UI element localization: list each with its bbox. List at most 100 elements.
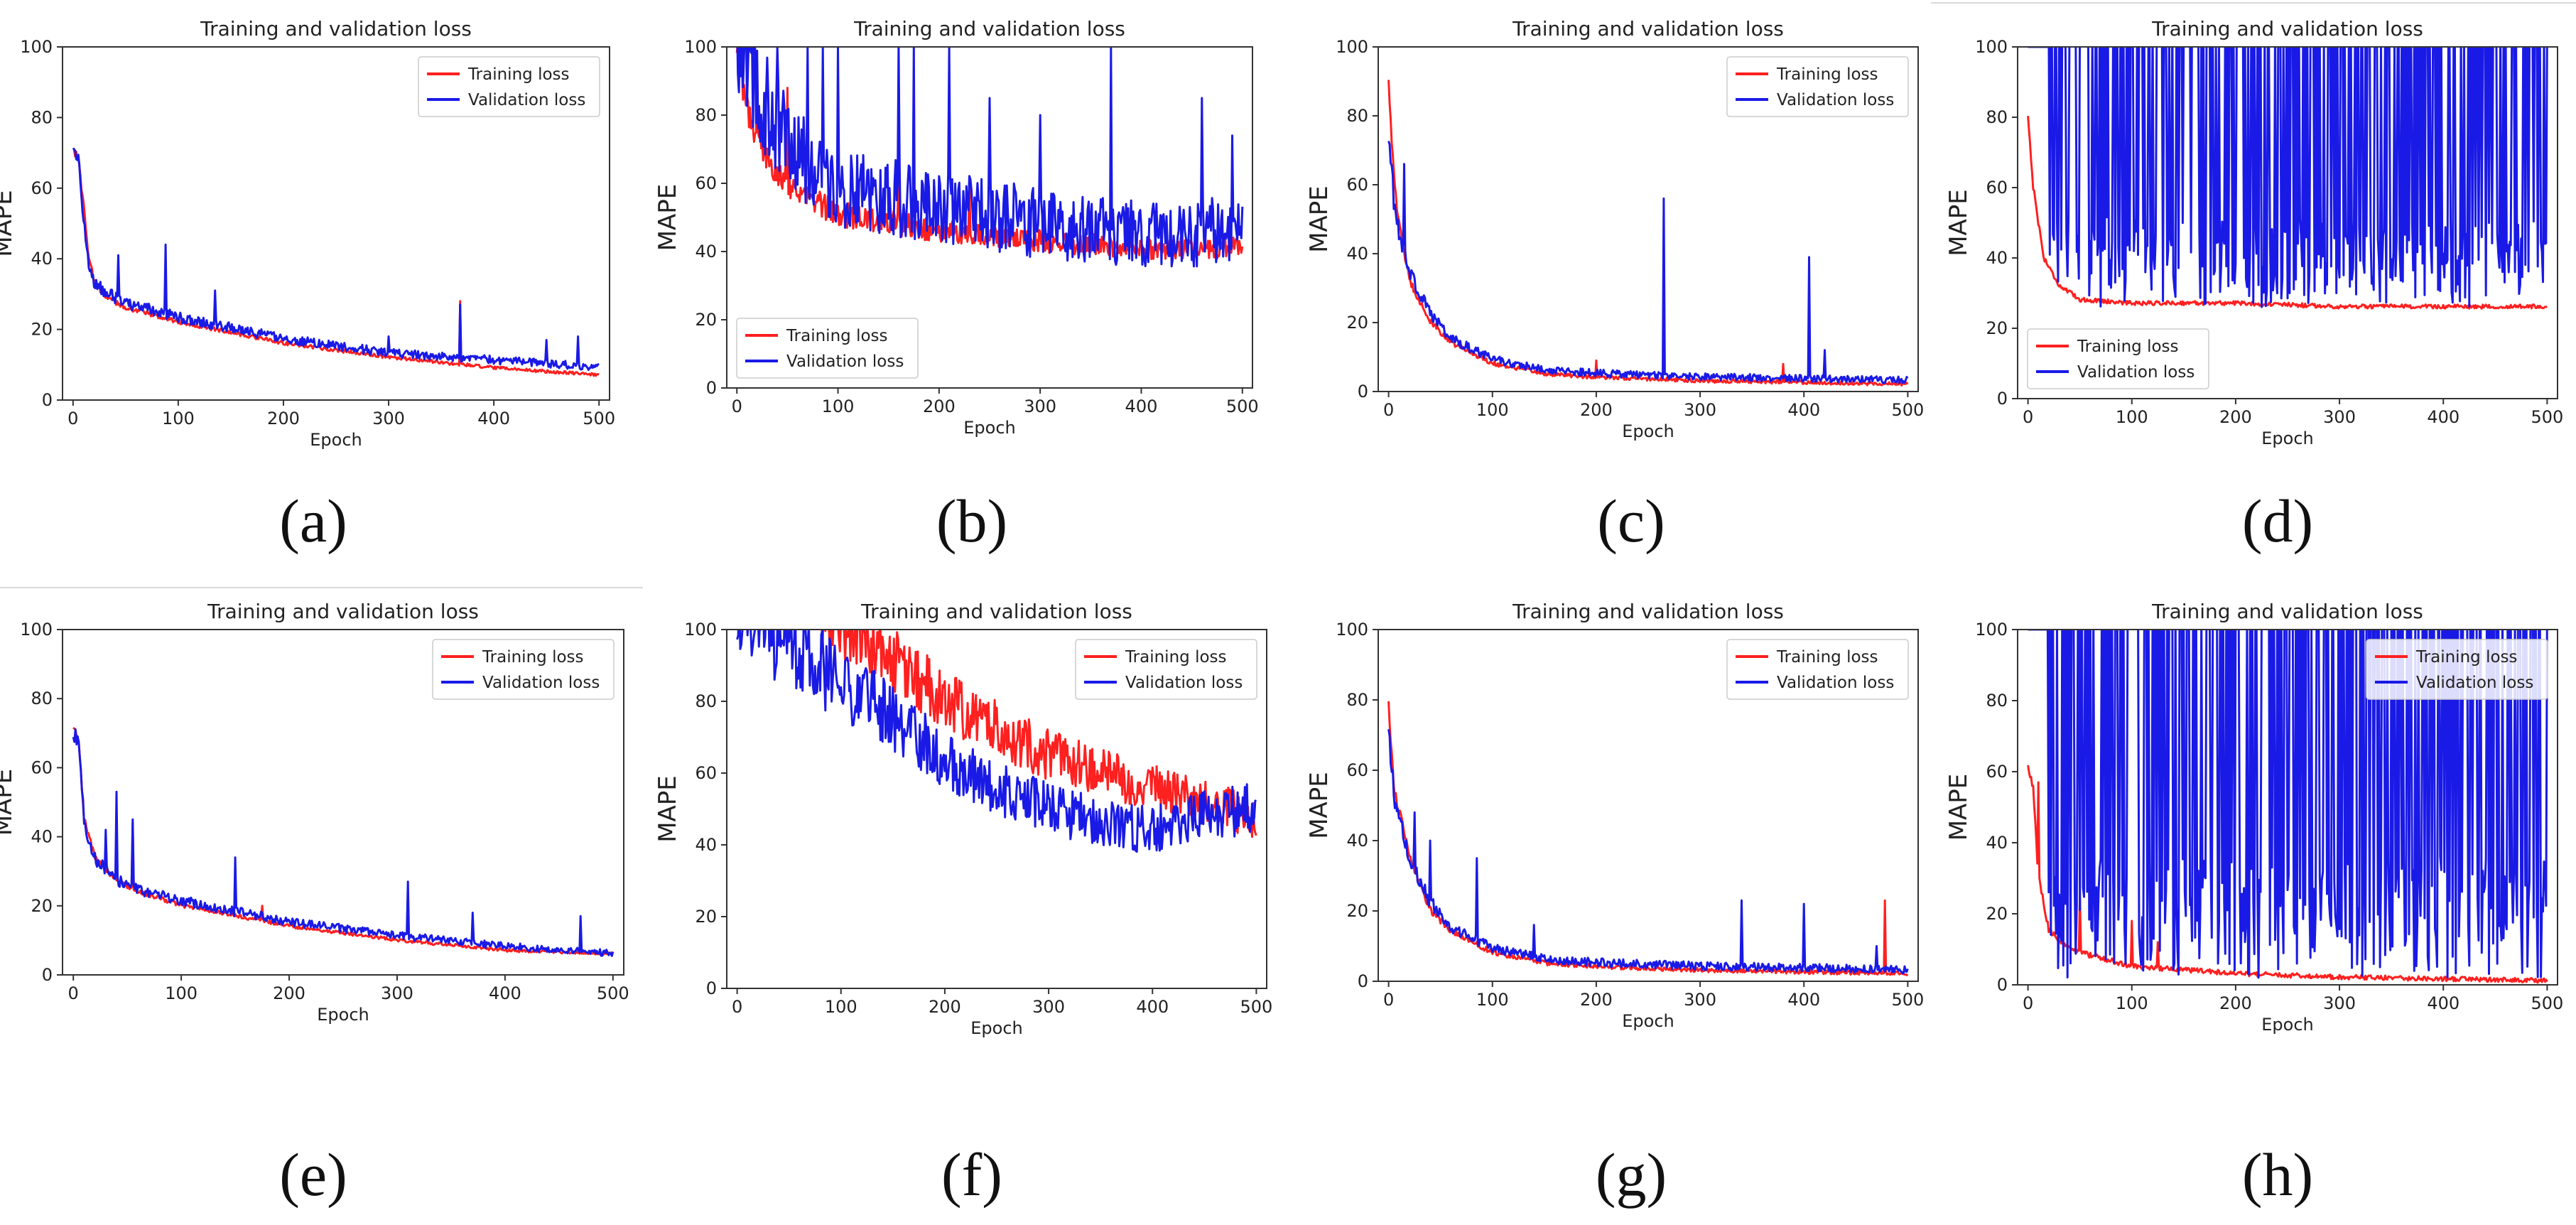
chart-e-xtick-label: 200: [273, 983, 305, 1003]
chart-g-ytick-label: 100: [1336, 620, 1368, 640]
chart-h-legend-box: [2366, 639, 2548, 700]
chart-b-ytick-label: 60: [695, 173, 717, 193]
chart-e-xlabel: Epoch: [317, 1005, 369, 1025]
chart-b-title: Training and validation loss: [853, 17, 1125, 41]
chart-g-ytick-label: 0: [1358, 971, 1368, 991]
chart-e-xtick-label: 100: [165, 983, 197, 1003]
chart-b-xtick-label: 300: [1024, 396, 1056, 416]
chart-b-series-validation: [736, 47, 1244, 268]
chart-d-xtick-label: 200: [2219, 407, 2252, 427]
chart-c-xtick-label: 0: [1383, 400, 1394, 420]
chart-b-legend: Training loss Validation loss: [736, 318, 919, 379]
chart-f-xtick-label: 0: [732, 997, 742, 1017]
chart-h-xtick-label: 500: [2531, 993, 2563, 1013]
chart-d-xtick-label: 400: [2427, 407, 2459, 427]
chart-a-ytick-label: 100: [20, 37, 53, 57]
chart-h-title: Training and validation loss: [2151, 600, 2423, 623]
chart-b-ytick-label: 0: [706, 378, 717, 398]
chart-e-xtick-label: 0: [68, 983, 79, 1003]
chart-f-legend-label-training: Training loss: [1125, 648, 1227, 667]
chart-a-title: Training and validation loss: [200, 17, 472, 41]
chart-g-legend-box: [1726, 639, 1909, 700]
chart-f-series-validation: [736, 630, 1257, 853]
chart-d-ytick-label: 40: [1986, 248, 2008, 268]
chart-h-xtick-label: 100: [2116, 993, 2148, 1013]
chart-c-legend: Training loss Validation loss: [1726, 56, 1909, 117]
chart-e-ytick-label: 100: [20, 620, 53, 640]
chart-c-xtick-label: 200: [1580, 400, 1613, 420]
chart-f-frame: [726, 629, 1267, 989]
chart-e-legend-box: [432, 639, 615, 700]
chart-f-ytick-label: 80: [695, 691, 717, 711]
chart-d-title: Training and validation loss: [2151, 17, 2423, 41]
chart-h-legend-label-validation: Validation loss: [2416, 674, 2533, 692]
chart-h-ytick-label: 100: [1975, 620, 2008, 640]
chart-f-legend: Training loss Validation loss: [1075, 639, 1257, 700]
chart-b-xtick-label: 0: [732, 396, 742, 416]
chart-d-xtick-label: 500: [2531, 407, 2563, 427]
chart-d-legend-label-validation: Validation loss: [2077, 363, 2195, 382]
chart-c-legend-box: [1726, 56, 1909, 117]
chart-b-xtick-label: 100: [822, 396, 855, 416]
row-divider: [0, 587, 643, 588]
panel-label-c: (c): [1597, 487, 1665, 555]
chart-h-ytick-label: 40: [1986, 833, 2008, 853]
chart-h-ylabel: MAPE: [1944, 774, 1973, 841]
chart-a-xtick-label: 400: [477, 409, 510, 428]
chart-d-xtick-label: 100: [2116, 407, 2148, 427]
chart-c-xtick-label: 400: [1787, 400, 1820, 420]
chart-c-ytick-label: 60: [1346, 175, 1368, 195]
chart-a-xtick-label: 0: [67, 409, 78, 428]
chart-e-xtick-label: 400: [489, 983, 521, 1003]
chart-b-frame: [726, 46, 1253, 389]
chart-b-ytick-label: 40: [695, 242, 717, 261]
chart-b-ytick-label: 80: [695, 105, 717, 125]
chart-c-frame: [1378, 46, 1919, 392]
chart-a-ytick-label: 60: [31, 178, 53, 198]
chart-c-legend-label-validation: Validation loss: [1777, 91, 1894, 109]
chart-e-ytick-label: 80: [31, 689, 53, 708]
chart-h-series-validation: [2028, 630, 2548, 979]
chart-g-legend-label-validation: Validation loss: [1777, 674, 1894, 692]
chart-h-xlabel: Epoch: [2261, 1015, 2314, 1035]
chart-e-legend-label-training: Training loss: [482, 648, 584, 667]
chart-g-xtick-label: 300: [1684, 990, 1716, 1010]
panel-label-e: (e): [279, 1140, 347, 1209]
chart-d-legend: Training loss Validation loss: [2027, 328, 2209, 389]
chart-c-ytick-label: 100: [1336, 37, 1368, 57]
chart-e-xtick-label: 300: [381, 983, 413, 1003]
chart-h-xtick-label: 0: [2023, 993, 2033, 1013]
chart-h-xtick-label: 200: [2219, 993, 2252, 1013]
chart-d-ytick-label: 80: [1986, 107, 2008, 127]
chart-f-xtick-label: 100: [825, 997, 857, 1017]
chart-a-frame: [62, 46, 610, 401]
chart-f-title: Training and validation loss: [860, 600, 1132, 623]
chart-h-xtick-label: 300: [2323, 993, 2356, 1013]
chart-d-ytick-label: 0: [1997, 389, 2008, 409]
chart-c-title: Training and validation loss: [1512, 17, 1784, 41]
panel-label-f: (f): [941, 1140, 1002, 1209]
chart-a-xlabel: Epoch: [310, 430, 362, 450]
chart-f-ytick-label: 20: [695, 907, 717, 927]
chart-g-xlabel: Epoch: [1622, 1011, 1674, 1031]
chart-g-series-validation: [1387, 729, 1909, 975]
chart-c-ytick-label: 20: [1346, 313, 1368, 333]
chart-a-legend: Training loss Validation loss: [418, 56, 600, 117]
chart-a-series-training: [72, 149, 600, 377]
chart-b-ylabel: MAPE: [654, 184, 682, 252]
chart-c-xtick-label: 300: [1684, 400, 1716, 420]
chart-a-xtick-label: 200: [267, 409, 300, 428]
chart-d-legend-box: [2027, 328, 2209, 389]
chart-a-xtick-label: 100: [162, 409, 195, 428]
chart-g-legend-label-training: Training loss: [1776, 648, 1878, 667]
chart-g-frame: [1378, 629, 1919, 982]
chart-c-ylabel: MAPE: [1305, 185, 1333, 253]
chart-f-ytick-label: 60: [695, 763, 717, 783]
chart-b-ytick-label: 100: [684, 37, 717, 57]
chart-c-xtick-label: 500: [1891, 400, 1924, 420]
chart-c-xlabel: Epoch: [1622, 421, 1674, 441]
chart-f-xtick-label: 200: [929, 997, 961, 1017]
